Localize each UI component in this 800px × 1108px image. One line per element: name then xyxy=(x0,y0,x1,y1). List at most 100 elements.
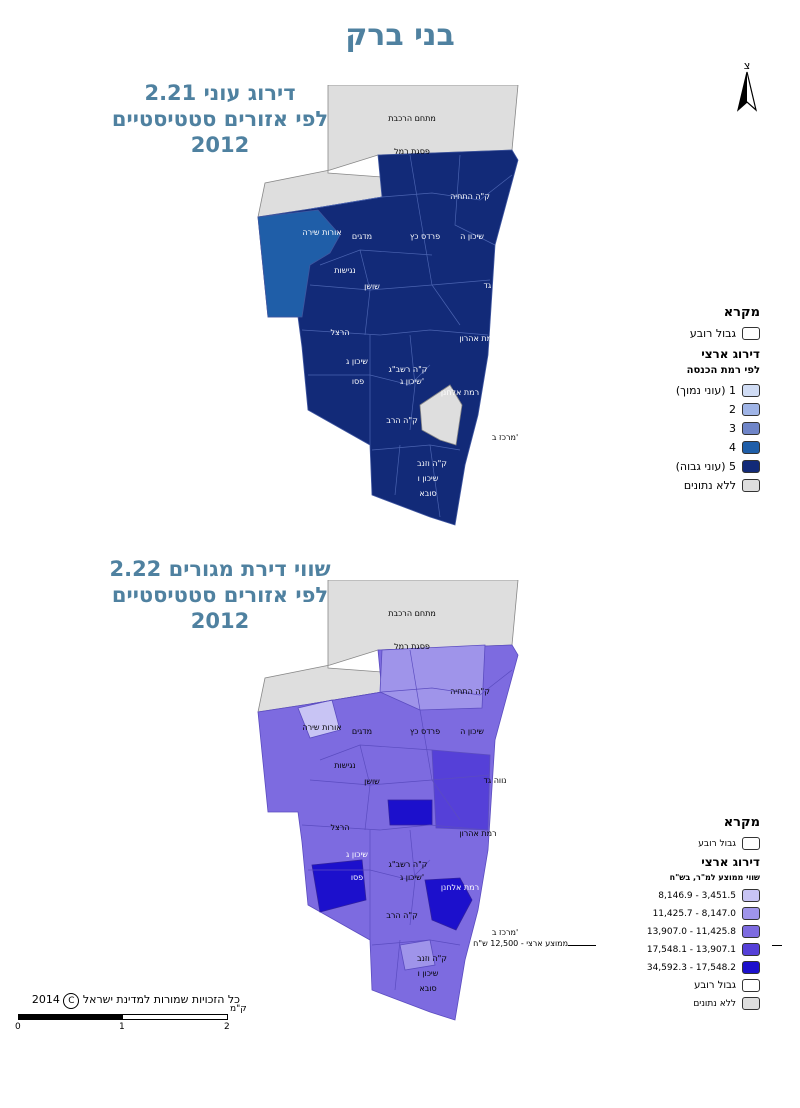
scale-unit: ק"מ xyxy=(230,1004,247,1014)
place-label: ק"ה וזנב xyxy=(417,954,447,963)
map1-swatch-nodata xyxy=(742,479,760,492)
map2-legend-border-top-row: גבול רובע xyxy=(698,837,760,850)
map1-poverty-map xyxy=(250,84,540,535)
place-label: נווה גד xyxy=(484,281,507,290)
place-label: שיכון ו xyxy=(418,474,439,483)
north-arrow-label: צ xyxy=(744,59,751,72)
map2-average-tick xyxy=(772,945,782,946)
map1-legend-class-3: 3 xyxy=(729,422,760,435)
place-label: סובא xyxy=(419,984,436,993)
place-label: נווה גד xyxy=(484,776,507,785)
place-label: מדגים xyxy=(352,232,372,241)
copyright-year: 2014 xyxy=(31,993,60,1006)
map2-border-label-top: גבול רובע xyxy=(698,838,736,849)
map1-title: 2.21 דירוג עוני לפי אזורים סטטיסטיים 201… xyxy=(90,80,350,158)
map2-average-line xyxy=(568,945,596,946)
map2-class-label-2: 8,147.0 - 11,425.7 xyxy=(652,908,736,919)
map1-swatch-1 xyxy=(742,384,760,397)
map2-darkest-block-3 xyxy=(424,877,473,931)
map1-border-swatch xyxy=(742,327,760,340)
scale-tick-1: 1 xyxy=(119,1022,125,1032)
map2-class-label-3: 11,425.8 - 13,907.0 xyxy=(646,926,736,937)
map1-legend: מקרא גבול רובע דירוג ארצי לפי רמת הכנסה … xyxy=(600,305,760,495)
map2-swatch-5 xyxy=(742,961,760,974)
place-label: שיכון ג' xyxy=(400,377,424,386)
map1-title-line3: 2012 xyxy=(190,133,250,157)
map2-legend-class-3: 11,425.8 - 13,907.0 xyxy=(647,925,760,938)
map1-title-line1: 2.21 דירוג עוני xyxy=(144,81,296,105)
place-label: שיכון ג xyxy=(346,357,368,366)
place-label: אורות שירה xyxy=(302,228,341,237)
scale-bar-white xyxy=(122,1014,228,1020)
map2-legend-subheading: דירוג ארצי xyxy=(701,855,760,869)
place-label: שיכון ג' xyxy=(400,873,424,882)
map2-class-label-4: 13,907.1 - 17,548.1 xyxy=(646,944,736,955)
place-label: רמת אהרון xyxy=(459,829,496,838)
scale-bar: 0 1 2 ק"מ xyxy=(15,1004,248,1036)
map2-border-swatch xyxy=(742,979,760,992)
map2-legend-border-row: גבול רובע xyxy=(694,979,760,992)
scale-tick-2: 2 xyxy=(224,1022,230,1032)
map2-legend-class-nodata: ללא נתונים xyxy=(693,997,760,1010)
place-label: ק"ה וזנב xyxy=(417,459,447,468)
map1-legend-subheading2: לפי רמת הכנסה xyxy=(686,365,760,376)
place-label: רמת אלחנן xyxy=(441,388,479,397)
place-label: מדגים xyxy=(352,727,372,736)
place-label: הרצל xyxy=(330,328,349,337)
map2-title-line1: 2.22 שווי דירת מגורים xyxy=(109,557,331,581)
map1-legend-class-4: 4 xyxy=(729,441,760,454)
place-label: שיכון ו xyxy=(418,969,439,978)
scale-tick-0: 0 xyxy=(15,1022,21,1032)
place-label: ק"ה רשב"ג xyxy=(389,365,428,374)
map1-legend-class-nodata: ללא נתונים xyxy=(684,479,760,492)
place-label: רמת אלחנן xyxy=(441,883,479,892)
map2-average-label: ממוצע ארצי - 12,500 ש"ח xyxy=(473,939,568,948)
place-label: סובא xyxy=(419,489,436,498)
place-label: נגישות xyxy=(334,266,355,275)
map1-swatch-2 xyxy=(742,403,760,416)
map1-no-data-hole xyxy=(419,384,463,446)
map2-title: 2.22 שווי דירת מגורים לפי אזורים סטטיסטי… xyxy=(90,556,350,634)
place-label: נגישות xyxy=(334,761,355,770)
place-label: פסגת רמל xyxy=(394,147,430,156)
map2-swatch-nodata xyxy=(742,997,760,1010)
place-label: שיכון ה xyxy=(460,727,484,736)
map1-class-label-1: 1 (עוני נמוך) xyxy=(675,384,736,397)
map2-housing-map xyxy=(250,579,540,1030)
map2-swatch-2 xyxy=(742,907,760,920)
map1-title-line2: לפי אזורים סטטיסטיים xyxy=(111,107,329,131)
place-label: מרכז ב' xyxy=(492,928,518,937)
map1-class-label-4: 4 xyxy=(729,441,736,454)
map2-legend-class-2: 8,147.0 - 11,425.7 xyxy=(653,907,760,920)
place-label: ק"ה התחיה xyxy=(450,192,490,201)
map1-legend-subheading: דירוג ארצי xyxy=(701,347,760,361)
map2-title-line3: 2012 xyxy=(190,609,250,633)
place-label: ק"ה הרב xyxy=(386,416,418,425)
place-label: ק"ה רשב"ג xyxy=(389,860,428,869)
place-label: אורות שירה xyxy=(302,723,341,732)
map1-class-label-5: 5 (עוני גבוה) xyxy=(675,460,736,473)
map1-legend-border-row: גבול רובע xyxy=(690,327,760,340)
map1-class-label-2: 2 xyxy=(729,403,736,416)
place-label: רמת אהרון xyxy=(459,334,496,343)
map1-class-label-3: 3 xyxy=(729,422,736,435)
place-label: פסו xyxy=(351,873,363,882)
map2-swatch-4 xyxy=(742,943,760,956)
map2-swatch-1 xyxy=(742,889,760,902)
place-label: פרדס כץ xyxy=(410,232,440,241)
map2-class-label-1: 3,451.5 - 8,146.9 xyxy=(658,890,736,901)
map1-legend-class-5: 5 (עוני גבוה) xyxy=(676,460,760,473)
map1-swatch-3 xyxy=(742,422,760,435)
map2-border-label: גבול רובע xyxy=(694,980,736,991)
map1-border-label: גבול רובע xyxy=(689,327,736,340)
map2-darkest-block-2 xyxy=(311,859,367,913)
map2-light-zone xyxy=(379,644,486,711)
map1-swatch-4 xyxy=(742,441,760,454)
city-title: בני ברק xyxy=(345,18,455,53)
map2-lightest-zone xyxy=(297,699,341,739)
map2-class-label-5: 17,548.2 - 34,592.3 xyxy=(646,962,736,973)
map1-no-data-area xyxy=(257,84,519,218)
copyright-text: כל הזכויות שמורות למדינת ישראל xyxy=(82,993,240,1006)
map2-legend-subheading2: שווי ממוצע למ"ר, בש"ח xyxy=(669,873,760,882)
map1-legend-class-1: 1 (עוני נמוך) xyxy=(676,384,760,397)
